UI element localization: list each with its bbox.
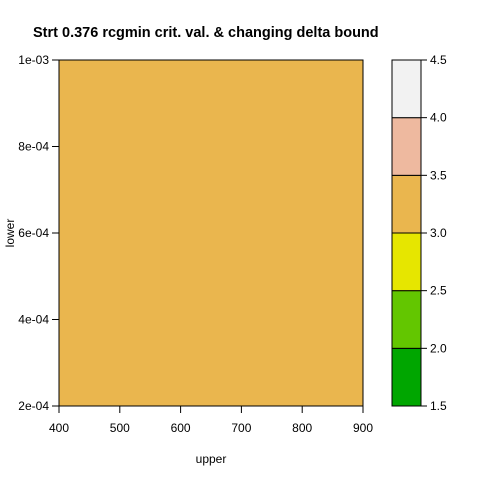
y-axis-label: lower — [3, 219, 17, 248]
x-tick-label: 900 — [353, 421, 373, 435]
y-tick-label: 4e-04 — [18, 313, 49, 327]
contour-fill — [59, 60, 363, 406]
chart-title: Strt 0.376 rcgmin crit. val. & changing … — [33, 25, 379, 41]
legend-tick-label: 2.0 — [430, 341, 447, 355]
legend-tick-label: 4.0 — [430, 111, 447, 125]
legend-tick-label: 4.5 — [430, 53, 447, 67]
x-tick-label: 700 — [231, 421, 251, 435]
legend-swatch — [392, 348, 421, 406]
legend-tick-label: 2.5 — [430, 284, 447, 298]
legend-tick-label: 3.0 — [430, 226, 447, 240]
color-legend: 1.5 2.0 2.5 3.0 3.5 4.0 4.5 — [392, 53, 447, 413]
y-tick-label: 8e-04 — [18, 140, 49, 154]
x-tick-label: 600 — [171, 421, 191, 435]
legend-tick-label: 1.5 — [430, 399, 447, 413]
y-tick-label: 6e-04 — [18, 226, 49, 240]
legend-swatch — [392, 291, 421, 349]
legend-swatch — [392, 175, 421, 233]
legend-tick-label: 3.5 — [430, 168, 447, 182]
x-tick-label: 800 — [292, 421, 312, 435]
x-tick-label: 500 — [110, 421, 130, 435]
y-tick-label: 2e-04 — [18, 399, 49, 413]
legend-swatch — [392, 233, 421, 291]
legend-swatch — [392, 118, 421, 176]
x-tick-label: 400 — [49, 421, 69, 435]
x-axis: 400 500 600 700 800 900 — [49, 406, 373, 435]
legend-swatch — [392, 60, 421, 118]
y-tick-label: 1e-03 — [18, 53, 49, 67]
y-axis: 2e-04 4e-04 6e-04 8e-04 1e-03 — [18, 53, 59, 413]
plot-area — [59, 60, 363, 406]
x-axis-label: upper — [196, 452, 227, 466]
